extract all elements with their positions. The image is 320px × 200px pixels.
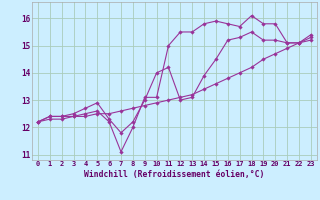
X-axis label: Windchill (Refroidissement éolien,°C): Windchill (Refroidissement éolien,°C) [84, 170, 265, 179]
